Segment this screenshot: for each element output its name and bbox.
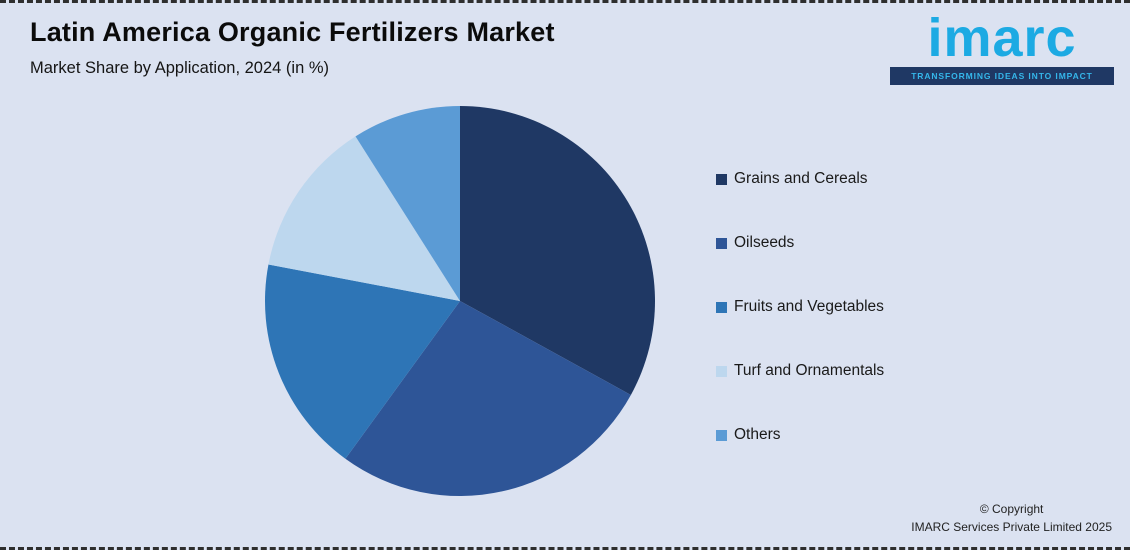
legend-swatch — [716, 365, 727, 377]
legend-swatch — [716, 301, 727, 313]
page-subtitle: Market Share by Application, 2024 (in %) — [30, 59, 329, 77]
imarc-logo-text: imarc — [927, 8, 1077, 68]
legend-label: Oilseeds — [734, 234, 795, 251]
legend-label: Turf and Ornamentals — [734, 362, 885, 379]
legend-item: Fruits and Vegetables — [716, 297, 884, 317]
imarc-logo-tagline: TRANSFORMING IDEAS INTO IMPACT — [890, 67, 1114, 85]
copyright-line1: © Copyright — [979, 501, 1044, 516]
pie-slice — [264, 264, 460, 459]
legend-swatch — [716, 237, 727, 249]
page-title: Latin America Organic Fertilizers Market — [30, 17, 555, 47]
legend-swatch — [716, 429, 727, 441]
legend-item: Oilseeds — [716, 233, 884, 253]
legend-swatch — [716, 173, 727, 185]
imarc-logo: imarc TRANSFORMING IDEAS INTO IMPACT — [890, 11, 1114, 85]
pie-slice — [355, 106, 460, 301]
legend-label: Others — [734, 426, 781, 443]
pie-slice — [268, 136, 460, 301]
pie-slice — [345, 301, 631, 497]
legend-label: Grains and Cereals — [734, 170, 868, 187]
legend-item: Others — [716, 425, 884, 445]
copyright-notice: © Copyright IMARC Services Private Limit… — [911, 500, 1112, 537]
legend: Grains and Cereals Oilseeds Fruits and Veg… — [716, 169, 884, 489]
legend-label: Fruits and Vegetables — [734, 298, 884, 315]
pie-slice — [460, 106, 655, 395]
pie-chart — [264, 106, 655, 497]
copyright-line2: IMARC Services Private Limited 2025 — [911, 520, 1112, 535]
legend-item: Turf and Ornamentals — [716, 361, 884, 381]
legend-item: Grains and Cereals — [716, 169, 884, 189]
